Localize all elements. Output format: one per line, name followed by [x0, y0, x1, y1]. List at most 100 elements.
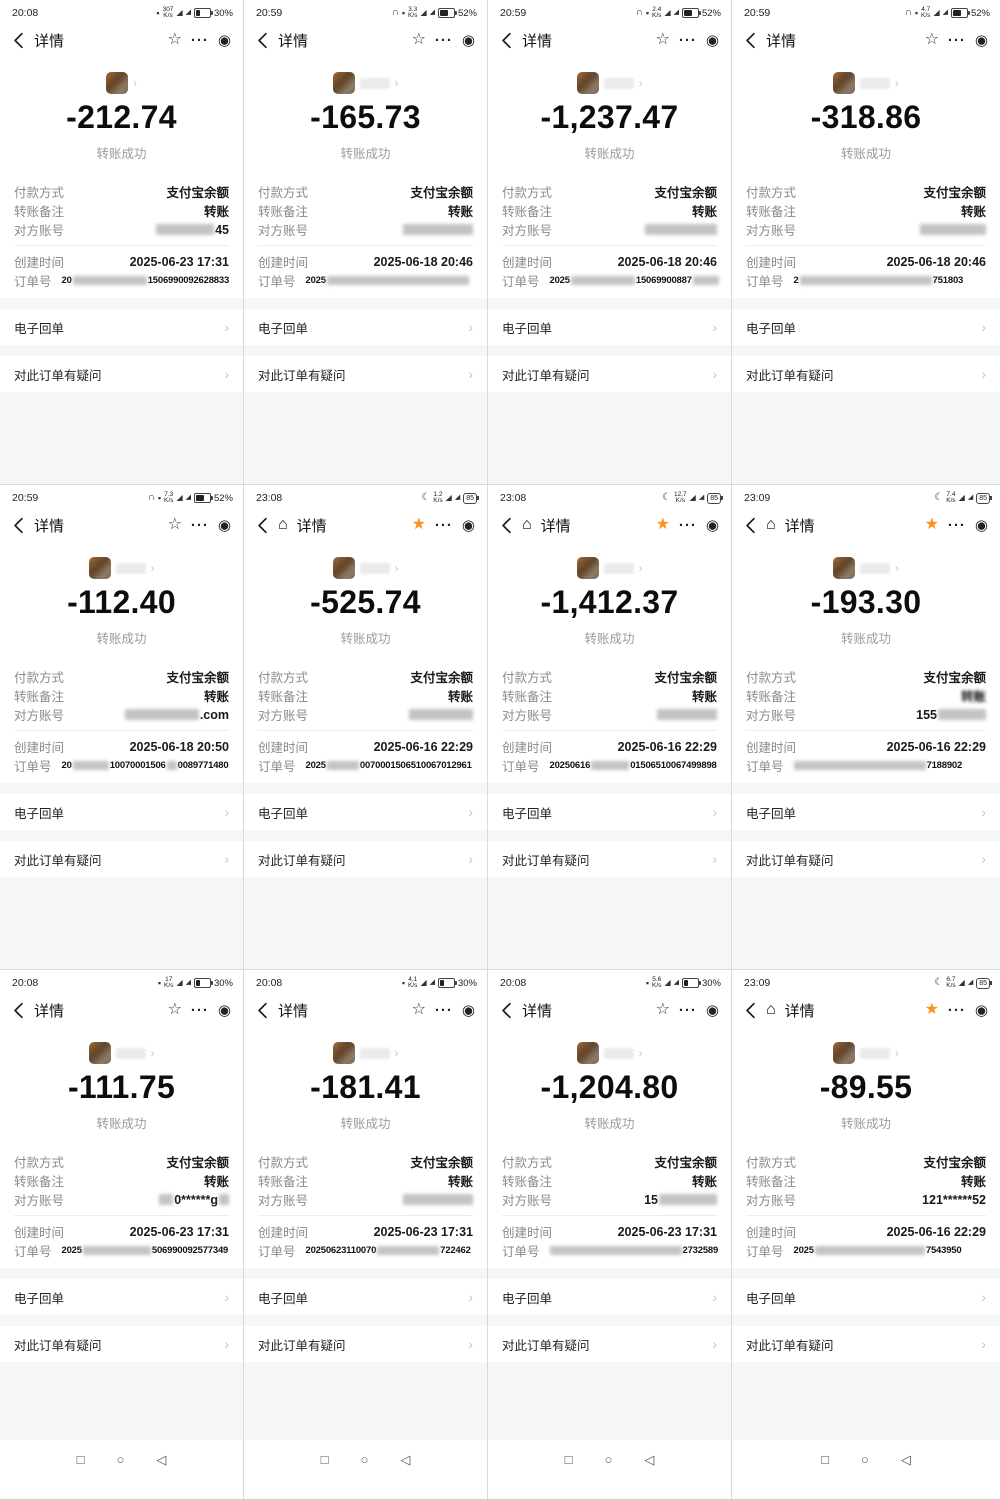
order-question-row[interactable]: 对此订单有疑问 ›: [488, 841, 731, 877]
receipt-row[interactable]: 电子回单 ›: [732, 309, 1000, 345]
more-button[interactable]: ···: [434, 516, 453, 534]
back-button[interactable]: [12, 1002, 25, 1019]
android-back-button[interactable]: ◁: [400, 1452, 411, 1467]
favorite-button[interactable]: ★: [411, 516, 426, 533]
order-question-row[interactable]: 对此订单有疑问 ›: [244, 1326, 487, 1362]
float-window-button[interactable]: ◉: [217, 516, 231, 534]
more-button[interactable]: ···: [190, 1001, 209, 1019]
float-window-button[interactable]: ◉: [705, 31, 719, 49]
back-button[interactable]: [256, 32, 269, 49]
receipt-row[interactable]: 电子回单 ›: [244, 1279, 487, 1315]
float-window-button[interactable]: ◉: [217, 31, 231, 49]
order-question-row[interactable]: 对此订单有疑问 ›: [732, 841, 1000, 877]
float-window-button[interactable]: ◉: [461, 31, 475, 49]
receipt-row[interactable]: 电子回单 ›: [0, 794, 243, 830]
more-button[interactable]: ···: [678, 1001, 697, 1019]
more-button[interactable]: ···: [190, 516, 209, 534]
payee-avatar[interactable]: [833, 72, 855, 94]
receipt-row[interactable]: 电子回单 ›: [488, 794, 731, 830]
back-button[interactable]: [744, 32, 757, 49]
receipt-row[interactable]: 电子回单 ›: [244, 794, 487, 830]
payee-avatar[interactable]: [88, 1042, 111, 1064]
float-window-button[interactable]: ◉: [974, 516, 988, 534]
back-button[interactable]: [500, 1002, 513, 1019]
order-question-row[interactable]: 对此订单有疑问 ›: [0, 841, 243, 877]
favorite-button[interactable]: ☆: [411, 1001, 426, 1018]
home-button[interactable]: ⌂: [766, 1001, 776, 1018]
more-button[interactable]: ···: [947, 516, 966, 534]
order-question-row[interactable]: 对此订单有疑问 ›: [0, 356, 243, 392]
back-button[interactable]: [744, 517, 757, 534]
android-back-button[interactable]: ◁: [644, 1452, 655, 1467]
back-button[interactable]: [500, 32, 513, 49]
receipt-row[interactable]: 电子回单 ›: [732, 794, 1000, 830]
more-button[interactable]: ···: [947, 1001, 966, 1019]
favorite-button[interactable]: ☆: [411, 31, 426, 48]
more-button[interactable]: ···: [947, 31, 966, 49]
back-button[interactable]: [256, 1002, 269, 1019]
android-home-button[interactable]: ○: [116, 1452, 125, 1467]
favorite-button[interactable]: ☆: [167, 31, 182, 48]
payee-avatar[interactable]: [576, 1042, 599, 1064]
order-question-row[interactable]: 对此订单有疑问 ›: [488, 356, 731, 392]
float-window-button[interactable]: ◉: [461, 516, 475, 534]
recents-button[interactable]: □: [821, 1452, 829, 1467]
payee-avatar[interactable]: [332, 1042, 355, 1064]
android-home-button[interactable]: ○: [604, 1452, 613, 1467]
back-button[interactable]: [500, 517, 513, 534]
back-button[interactable]: [256, 517, 269, 534]
favorite-button[interactable]: ☆: [924, 31, 939, 48]
home-button[interactable]: ⌂: [766, 516, 776, 533]
more-button[interactable]: ···: [678, 31, 697, 49]
back-button[interactable]: [12, 32, 25, 49]
order-question-row[interactable]: 对此订单有疑问 ›: [488, 1326, 731, 1362]
receipt-row[interactable]: 电子回单 ›: [732, 1279, 1000, 1315]
receipt-row[interactable]: 电子回单 ›: [0, 1279, 243, 1315]
android-back-button[interactable]: ◁: [900, 1452, 911, 1467]
receipt-row[interactable]: 电子回单 ›: [0, 309, 243, 345]
order-question-row[interactable]: 对此订单有疑问 ›: [0, 1326, 243, 1362]
more-button[interactable]: ···: [190, 31, 209, 49]
order-question-row[interactable]: 对此订单有疑问 ›: [732, 356, 1000, 392]
recents-button[interactable]: □: [76, 1452, 85, 1467]
order-question-row[interactable]: 对此订单有疑问 ›: [244, 841, 487, 877]
payee-avatar[interactable]: [332, 557, 355, 579]
more-button[interactable]: ···: [678, 516, 697, 534]
receipt-row[interactable]: 电子回单 ›: [488, 309, 731, 345]
favorite-button[interactable]: ★: [924, 1001, 939, 1018]
payee-avatar[interactable]: [88, 557, 111, 579]
favorite-button[interactable]: ☆: [167, 1001, 182, 1018]
receipt-row[interactable]: 电子回单 ›: [488, 1279, 731, 1315]
android-home-button[interactable]: ○: [360, 1452, 369, 1467]
favorite-button[interactable]: ☆: [167, 516, 182, 533]
favorite-button[interactable]: ★: [924, 516, 939, 533]
payee-avatar[interactable]: [833, 1042, 855, 1064]
float-window-button[interactable]: ◉: [461, 1001, 475, 1019]
home-button[interactable]: ⌂: [522, 516, 532, 533]
float-window-button[interactable]: ◉: [217, 1001, 231, 1019]
order-question-row[interactable]: 对此订单有疑问 ›: [732, 1326, 1000, 1362]
back-button[interactable]: [12, 517, 25, 534]
android-back-button[interactable]: ◁: [156, 1452, 167, 1467]
recents-button[interactable]: □: [320, 1452, 329, 1467]
favorite-button[interactable]: ☆: [655, 1001, 670, 1018]
home-button[interactable]: ⌂: [278, 516, 288, 533]
more-button[interactable]: ···: [434, 1001, 453, 1019]
recents-button[interactable]: □: [564, 1452, 573, 1467]
float-window-button[interactable]: ◉: [974, 1001, 988, 1019]
payee-avatar[interactable]: [833, 557, 855, 579]
float-window-button[interactable]: ◉: [705, 516, 719, 534]
android-home-button[interactable]: ○: [861, 1452, 869, 1467]
float-window-button[interactable]: ◉: [705, 1001, 719, 1019]
favorite-button[interactable]: ☆: [655, 31, 670, 48]
favorite-button[interactable]: ★: [655, 516, 670, 533]
back-button[interactable]: [744, 1002, 757, 1019]
payee-avatar[interactable]: [576, 72, 599, 94]
payee-avatar[interactable]: [106, 72, 128, 94]
float-window-button[interactable]: ◉: [974, 31, 988, 49]
receipt-row[interactable]: 电子回单 ›: [244, 309, 487, 345]
order-question-row[interactable]: 对此订单有疑问 ›: [244, 356, 487, 392]
payee-avatar[interactable]: [332, 72, 355, 94]
payee-avatar[interactable]: [576, 557, 599, 579]
more-button[interactable]: ···: [434, 31, 453, 49]
